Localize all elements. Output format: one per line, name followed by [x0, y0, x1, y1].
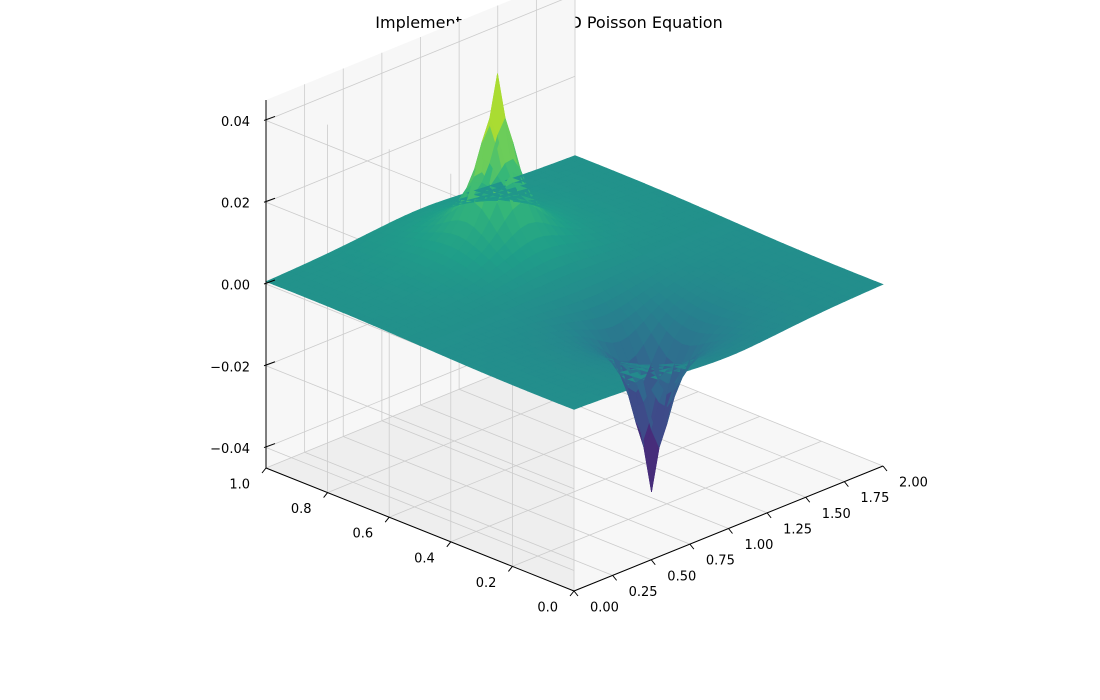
- grid-line-x-floor: [458, 388, 768, 514]
- y-tick-label: 0.8: [291, 502, 312, 517]
- y-tick-label: 1.0: [229, 478, 250, 493]
- x-tick-label: 1.75: [860, 491, 889, 506]
- z-tick-label: −0.04: [210, 442, 250, 457]
- x-tick-label: 1.50: [822, 507, 851, 522]
- x-tick: [573, 590, 579, 597]
- x-tick-label: 0.75: [706, 554, 735, 569]
- grid-line-x-floor: [343, 436, 652, 561]
- x-tick-label: 0.25: [629, 585, 658, 600]
- grid-line-z-left: [265, 447, 575, 571]
- x-tick: [766, 512, 772, 519]
- x-tick-label: 2.00: [899, 476, 928, 491]
- y-axis-line: [265, 467, 575, 592]
- x-tick: [882, 465, 888, 472]
- y-tick-label: 0.0: [537, 601, 558, 616]
- grid-line-z-right: [265, 0, 563, 121]
- y-tick-label: 0.6: [353, 527, 374, 542]
- x-tick: [805, 496, 811, 503]
- y-tick-label: 0.2: [476, 576, 497, 591]
- x-tick-label: 1.00: [745, 538, 774, 553]
- x-tick: [843, 481, 849, 487]
- z-tick-label: −0.02: [210, 360, 250, 375]
- axis-ticks: 0.000.250.500.751.001.251.501.752.000.00…: [210, 115, 928, 616]
- y-tick-label: 0.4: [414, 551, 435, 566]
- y-tick: [508, 566, 513, 572]
- grid-line-x-floor: [304, 451, 613, 576]
- grid-line-x-floor: [381, 420, 691, 545]
- z-tick: [263, 197, 276, 203]
- y-tick: [261, 467, 267, 474]
- x-tick-label: 0.50: [667, 569, 696, 584]
- x-tick: [612, 575, 618, 581]
- y-tick: [569, 590, 575, 597]
- y-tick: [323, 492, 328, 498]
- x-tick-label: 1.25: [783, 522, 812, 537]
- x-tick: [650, 559, 656, 566]
- y-tick: [446, 541, 452, 548]
- grid-line-y-floor: [450, 416, 760, 543]
- z-tick: [263, 115, 276, 121]
- y-tick: [384, 516, 390, 523]
- z-tick: [263, 443, 276, 449]
- x-tick: [689, 543, 695, 550]
- z-tick-label: 0.02: [221, 197, 250, 212]
- surface-plot: [265, 73, 884, 493]
- z-tick: [263, 279, 276, 285]
- z-tick-label: 0.00: [221, 279, 250, 294]
- grid-line-y-floor: [512, 440, 822, 567]
- z-tick: [263, 361, 276, 367]
- surface-patch: [866, 281, 884, 289]
- x-tick-label: 0.00: [590, 601, 619, 616]
- x-tick: [728, 528, 733, 534]
- grid-line-z-right: [265, 75, 576, 203]
- grid-line-x-floor: [420, 404, 729, 529]
- z-tick-label: 0.04: [221, 115, 250, 130]
- grid-line-z-left: [265, 365, 575, 490]
